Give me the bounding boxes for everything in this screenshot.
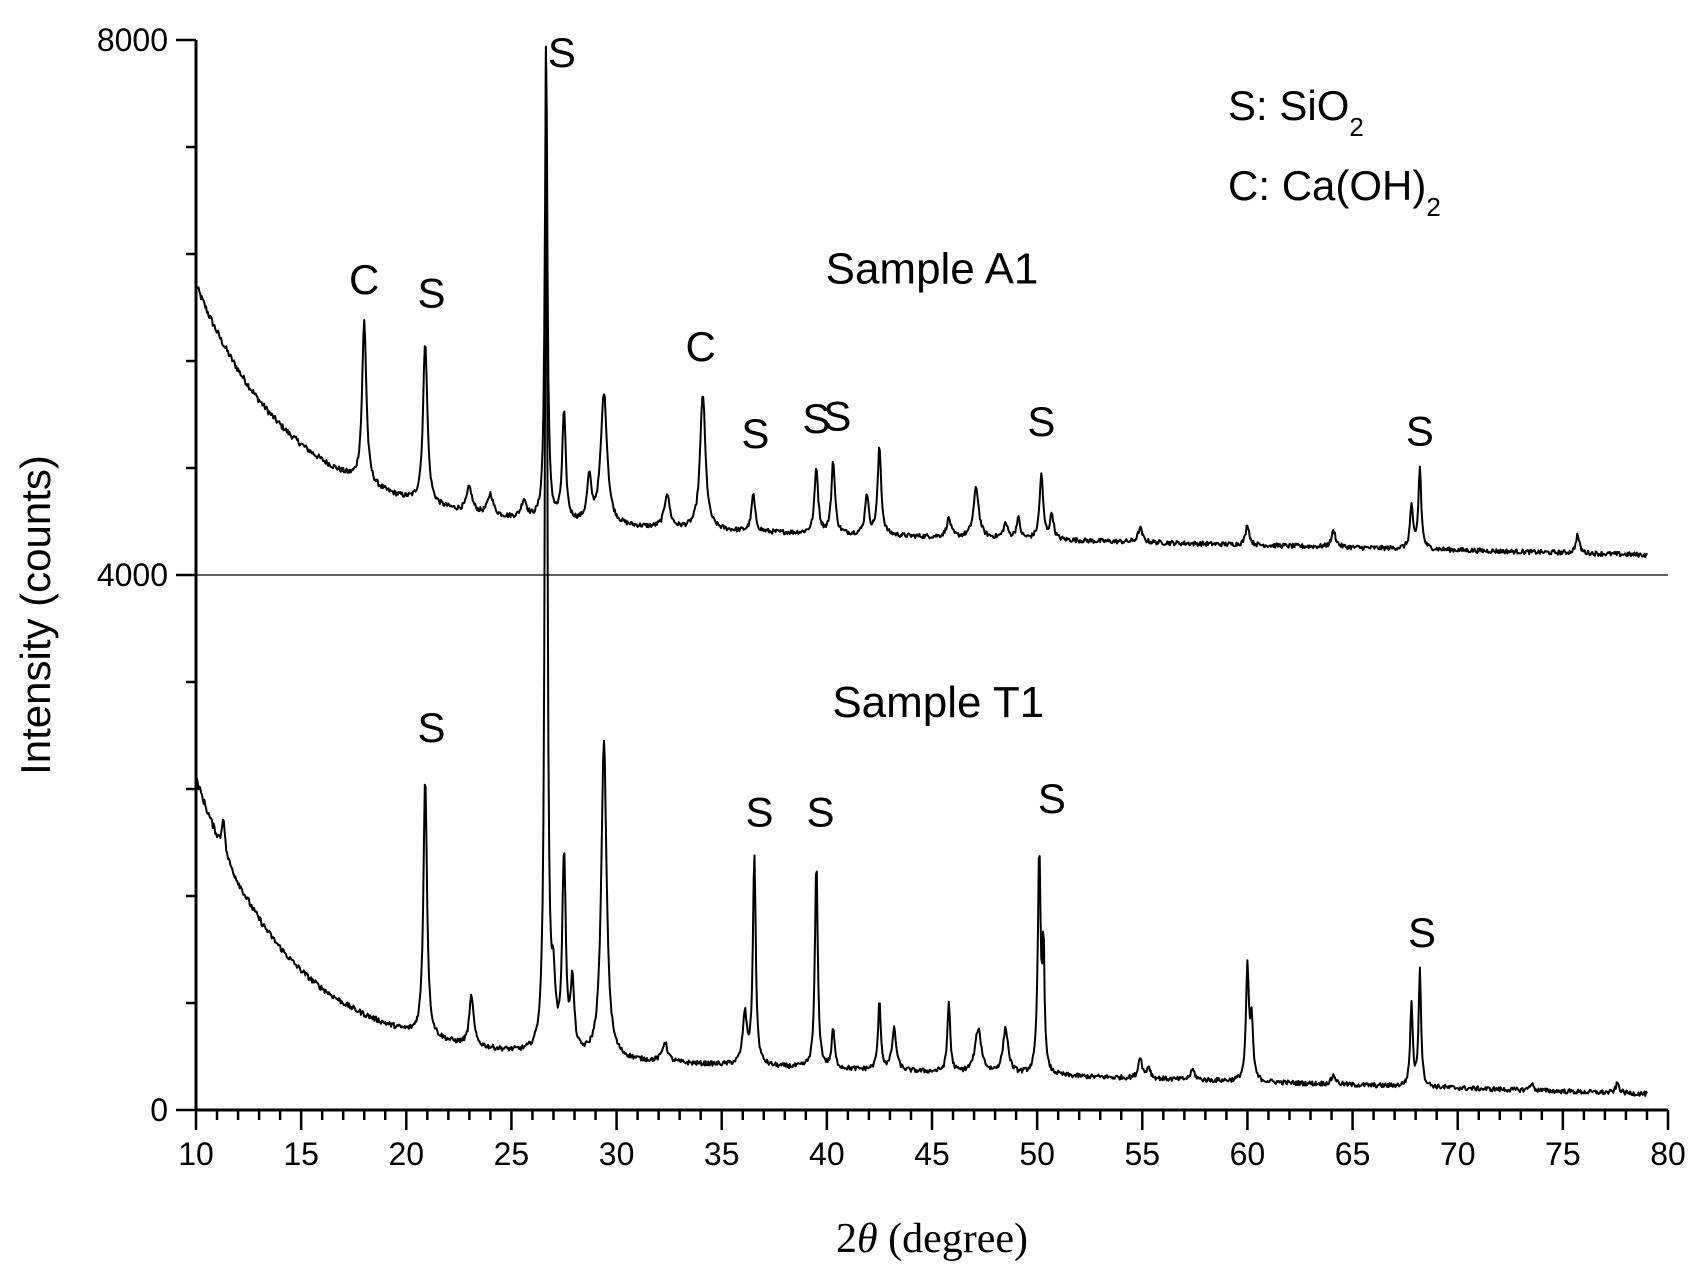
peak-label: S <box>802 395 830 442</box>
y-tick-label: 4000 <box>97 557 168 593</box>
peak-label: C <box>686 323 716 370</box>
peak-label: S <box>823 393 851 440</box>
peak-label: S <box>746 788 774 835</box>
peak-label: S <box>548 29 576 76</box>
peak-label: S <box>1406 407 1434 454</box>
x-axis-label: 2θ (degree) <box>836 1216 1028 1262</box>
x-axis-label-suffix: (degree) <box>878 1216 1028 1262</box>
series-line-sample-t1 <box>195 51 1648 1097</box>
peak-label: S <box>807 788 835 835</box>
x-tick-label: 35 <box>704 1136 740 1172</box>
peak-label: S <box>741 410 769 457</box>
x-tick-label: 55 <box>1124 1136 1160 1172</box>
peak-label: S <box>1408 909 1436 956</box>
legend-sep: : <box>1256 82 1279 129</box>
peak-label: S <box>1027 398 1055 445</box>
legend-formula: Ca(OH) <box>1282 162 1427 209</box>
labels-layer: 10 15 20 25 30 35 40 45 50 55 60 65 70 75 80 0 4000 8000 S… <box>97 22 1686 1172</box>
x-tick-label: 10 <box>178 1136 214 1172</box>
legend-subscript: 2 <box>1349 112 1363 142</box>
peak-label: S <box>1038 775 1066 822</box>
legend-subscript: 2 <box>1426 192 1440 222</box>
x-tick-label: 25 <box>494 1136 530 1172</box>
peak-label: C <box>349 256 379 303</box>
x-axis-label-prefix: 2 <box>836 1216 857 1262</box>
legend-symbol: C <box>1228 162 1258 209</box>
legend-symbol: S <box>1228 82 1256 129</box>
x-tick-label: 15 <box>283 1136 319 1172</box>
y-tick-label: 0 <box>150 1092 168 1128</box>
x-axis-label-theta: θ <box>857 1216 878 1262</box>
x-tick-label: 60 <box>1230 1136 1266 1172</box>
legend-entry-sio2: S: SiO2 <box>1228 82 1364 142</box>
x-tick-label: 40 <box>809 1136 845 1172</box>
x-tick-label: 30 <box>599 1136 635 1172</box>
x-tick-label: 75 <box>1545 1136 1581 1172</box>
peak-label: S <box>418 704 446 751</box>
x-tick-label: 45 <box>914 1136 950 1172</box>
x-tick-label: 20 <box>388 1136 424 1172</box>
sample-label: Sample T1 <box>832 678 1044 727</box>
ticks-layer <box>176 38 1670 1130</box>
legend-sep: : <box>1258 162 1281 209</box>
x-tick-label: 80 <box>1650 1136 1686 1172</box>
legend-formula: SiO <box>1279 82 1349 129</box>
y-axis-label: Intensity (counts) <box>12 455 59 775</box>
x-tick-label: 65 <box>1335 1136 1371 1172</box>
y-tick-label: 8000 <box>97 22 168 58</box>
x-tick-label: 70 <box>1440 1136 1476 1172</box>
x-tick-label: 50 <box>1019 1136 1055 1172</box>
sample-label: Sample A1 <box>826 244 1039 293</box>
series-layer <box>195 45 1648 1097</box>
peak-label: S <box>418 270 446 317</box>
legend-entry-caoh2: C: Ca(OH)2 <box>1228 162 1441 222</box>
series-line-sample-a1 <box>195 45 1648 558</box>
